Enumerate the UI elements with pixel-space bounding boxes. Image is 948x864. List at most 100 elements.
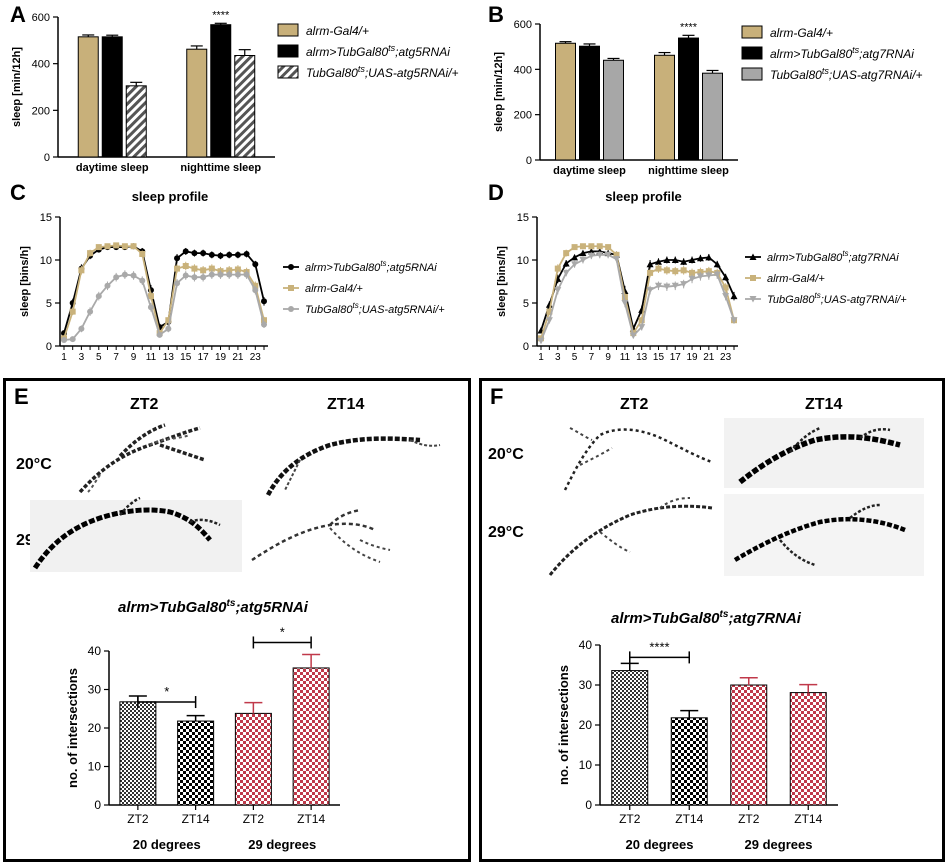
legend-label-A-post: ;atg5RNAi	[395, 45, 450, 59]
x-tick-label-C: 5	[96, 352, 102, 363]
x-tick-label-C: 9	[131, 352, 137, 363]
point-C-0	[208, 251, 215, 258]
point-C-1	[78, 267, 85, 274]
e-title-post: ;atg5RNAi	[235, 599, 308, 616]
y-tick-label-F: 10	[579, 758, 593, 772]
point-C-2	[243, 271, 250, 278]
legend-label-B-post: ;atg7RNAi	[859, 47, 914, 61]
legend-label-A-pre: alrm-Gal4/+	[306, 24, 369, 38]
point-C-2	[104, 282, 111, 289]
point-C-2	[87, 308, 94, 315]
x-tick-label-D: 5	[572, 352, 578, 363]
legend-label-D-pre: TubGal80	[767, 294, 815, 306]
panel-letter-c: C	[10, 180, 26, 205]
panel-letter-f: F	[490, 384, 504, 409]
x-tick-label-D: 9	[605, 352, 611, 363]
point-C-2	[69, 336, 76, 343]
significance-A: ****	[212, 9, 230, 21]
legend-label-B-sup: ts	[822, 66, 830, 76]
bar-F-0	[611, 670, 649, 806]
point-C-2	[121, 271, 128, 278]
y-tick-label-B: 400	[514, 64, 532, 76]
e-col-zt14-label: ZT14	[327, 396, 365, 413]
chart-b: 0 200 400 600 sleep [min/12h] daytime sleep **…	[493, 19, 923, 177]
point-C-2	[200, 274, 207, 281]
x-tick-label-F: ZT2	[738, 812, 760, 826]
bar-A-1-0	[186, 48, 208, 158]
point-D-2	[613, 256, 621, 263]
y-tick-label-E: 20	[88, 721, 102, 735]
bar-F-2	[730, 684, 768, 806]
bar-A-1-2	[234, 55, 256, 158]
y-tick-label-F: 40	[579, 638, 593, 652]
point-D-1	[588, 243, 595, 250]
legend-swatch-A	[277, 23, 299, 37]
point-C-1	[200, 267, 207, 274]
legend-label-A: alrm-Gal4/+	[306, 24, 369, 38]
point-C-2	[261, 321, 267, 328]
point-C-2	[95, 293, 102, 300]
legend-label-B-pre: alrm-Gal4/+	[770, 26, 833, 40]
x-tick-label-D: 17	[670, 352, 682, 363]
point-D-2	[629, 332, 637, 340]
point-D-1	[638, 317, 645, 324]
legend-label-B-pre: TubGal80	[770, 68, 822, 82]
point-C-2	[165, 325, 172, 332]
legend-label-B-pre: alrm>TubGal80	[770, 47, 852, 61]
point-C-2	[252, 287, 259, 294]
e-title-pre: alrm>TubGal80	[118, 599, 227, 616]
x-tick-label-D: 23	[720, 352, 732, 363]
legend-label-D-sup: ts	[815, 291, 821, 300]
legend-label-C-pre: alrm-Gal4/+	[305, 283, 363, 295]
y-tick-label-A: 400	[32, 59, 50, 71]
x-tick-label-E: ZT2	[243, 812, 265, 826]
point-C-2	[147, 304, 154, 311]
point-D-1	[647, 269, 654, 276]
legend-label-A-pre: alrm>TubGal80	[306, 45, 388, 59]
legend-label-A-sup: ts	[358, 64, 366, 74]
panel-letter-b: B	[488, 2, 504, 27]
legend-label-B: alrm>TubGal80ts;atg7RNAi	[770, 45, 914, 61]
x-tick-label-C: 23	[250, 352, 262, 363]
point-C-1	[121, 243, 128, 250]
f-col-zt14-label: ZT14	[805, 396, 843, 413]
point-D-0	[688, 256, 696, 263]
point-D-2	[604, 251, 612, 259]
point-D-2	[545, 317, 553, 324]
point-C-0	[261, 298, 267, 305]
group-label-F: 20 degrees	[626, 837, 694, 852]
f-title-sup: ts	[719, 609, 729, 620]
y-label-C: sleep [bins/h]	[19, 246, 31, 317]
point-C-0	[182, 248, 189, 255]
legend-label-D-post: ;UAS-atg7RNAi/+	[821, 294, 907, 306]
point-D-1	[571, 244, 578, 251]
legend-label-C: alrm-Gal4/+	[305, 283, 363, 295]
y-tick-label-A: 600	[32, 12, 50, 24]
legend-swatch-B	[741, 46, 763, 60]
bar-B-1-0	[654, 54, 675, 161]
point-C-2	[208, 271, 215, 278]
point-D-0	[680, 258, 688, 265]
point-C-0	[191, 250, 198, 257]
y-tick-label-A: 0	[44, 152, 50, 164]
legend-label-A: TubGal80ts;UAS-atg5RNAi/+	[306, 64, 459, 80]
legend-label-C: alrm>TubGal80ts;atg5RNAi	[305, 259, 437, 274]
point-D-0	[562, 259, 570, 267]
panel-letter-d: D	[488, 180, 504, 205]
significance-B: ****	[680, 21, 698, 33]
x-label-B: nighttime sleep	[648, 165, 729, 177]
legend-marker-C	[288, 285, 294, 291]
sig-label-E: *	[164, 684, 169, 699]
point-D-2	[730, 317, 738, 324]
point-D-0	[730, 292, 738, 300]
point-D-0	[713, 260, 721, 268]
bar-F-1	[670, 717, 708, 806]
y-label-A: sleep [min/12h]	[11, 47, 23, 127]
point-D-1	[546, 308, 553, 315]
bar-E-0	[119, 701, 157, 806]
sig-label-F: ****	[649, 639, 669, 654]
point-D-0	[663, 256, 671, 263]
bar-B-0-1	[579, 45, 600, 161]
x-tick-label-D: 1	[538, 352, 544, 363]
